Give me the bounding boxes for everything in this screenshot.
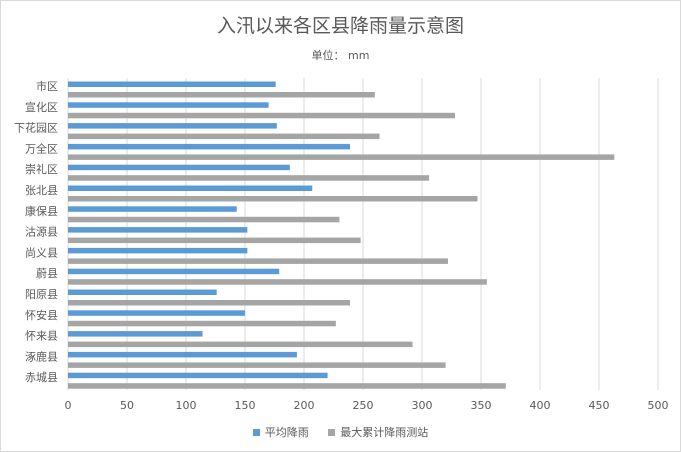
- bar-max-11: [68, 320, 336, 327]
- bar-max-14: [68, 383, 506, 389]
- category-label-13: 涿鹿县: [25, 349, 58, 363]
- category-label-3: 万全区: [25, 141, 58, 155]
- category-label-5: 张北县: [25, 184, 58, 197]
- x-tick-label-8: 400: [530, 399, 551, 412]
- category-label-10: 阳原县: [25, 288, 58, 301]
- category-label-7: 沽源县: [25, 225, 58, 239]
- bar-max-2: [68, 133, 380, 140]
- bar-max-13: [68, 362, 446, 368]
- bar-max-10: [68, 300, 351, 306]
- legend-item-max: 最大累计降雨测站: [328, 424, 428, 440]
- x-tick-label-3: 150: [235, 399, 256, 412]
- x-tick-label-0: 0: [65, 399, 72, 412]
- bar-avg-4: [68, 164, 290, 171]
- bar-max-4: [68, 175, 430, 181]
- bar-avg-3: [68, 143, 351, 150]
- bar-avg-12: [68, 331, 203, 337]
- category-label-12: 怀来县: [25, 330, 58, 343]
- bar-max-3: [68, 154, 615, 160]
- x-tick-label-1: 50: [120, 399, 134, 412]
- bar-avg-5: [68, 185, 313, 191]
- bar-avg-7: [68, 227, 248, 233]
- bar-max-8: [68, 258, 448, 264]
- category-label-14: 赤城县: [25, 371, 58, 384]
- category-label-11: 怀安县: [25, 308, 58, 322]
- x-tick-label-4: 200: [294, 399, 315, 412]
- bar-avg-6: [68, 206, 237, 212]
- bar-avg-0: [68, 81, 276, 87]
- bar-max-9: [68, 279, 487, 285]
- bar-avg-11: [68, 310, 245, 316]
- legend-label-avg: 平均降雨: [264, 426, 309, 439]
- bar-avg-1: [68, 102, 269, 108]
- category-label-0: 市区: [36, 79, 58, 93]
- category-label-1: 宣化区: [25, 100, 58, 114]
- bar-avg-13: [68, 351, 297, 358]
- bar-max-12: [68, 341, 413, 348]
- legend-item-avg: 平均降雨: [252, 424, 309, 440]
- legend-label-max: 最大累计降雨测站: [340, 426, 429, 439]
- legend: 平均降雨 最大累计降雨测站: [1, 424, 680, 440]
- bar-max-0: [68, 92, 375, 98]
- bar-avg-10: [68, 289, 217, 295]
- x-tick-label-7: 350: [471, 399, 492, 412]
- legend-swatch-avg: [252, 428, 260, 436]
- category-label-6: 康保县: [25, 204, 58, 218]
- bar-avg-9: [68, 268, 280, 275]
- legend-swatch-max: [328, 428, 336, 436]
- chart-title: 入汛以来各区县降雨量示意图: [216, 15, 464, 37]
- category-label-2: 下花园区: [14, 122, 58, 135]
- chart-subtitle: 单位： mm: [311, 49, 370, 62]
- bar-max-7: [68, 237, 361, 244]
- x-tick-label-2: 100: [176, 399, 197, 412]
- category-label-8: 尚义县: [25, 245, 58, 259]
- x-tick-label-5: 250: [353, 399, 374, 412]
- bar-max-6: [68, 216, 340, 223]
- bar-avg-8: [68, 247, 248, 254]
- category-label-4: 崇礼区: [25, 162, 58, 176]
- bar-max-1: [68, 112, 456, 119]
- category-label-9: 蔚县: [36, 267, 58, 280]
- bar-avg-14: [68, 372, 328, 379]
- x-tick-label-9: 450: [589, 399, 610, 412]
- bar-max-5: [68, 196, 478, 202]
- x-tick-label-10: 500: [648, 399, 669, 412]
- x-tick-label-6: 300: [412, 399, 433, 412]
- bar-avg-2: [68, 123, 277, 129]
